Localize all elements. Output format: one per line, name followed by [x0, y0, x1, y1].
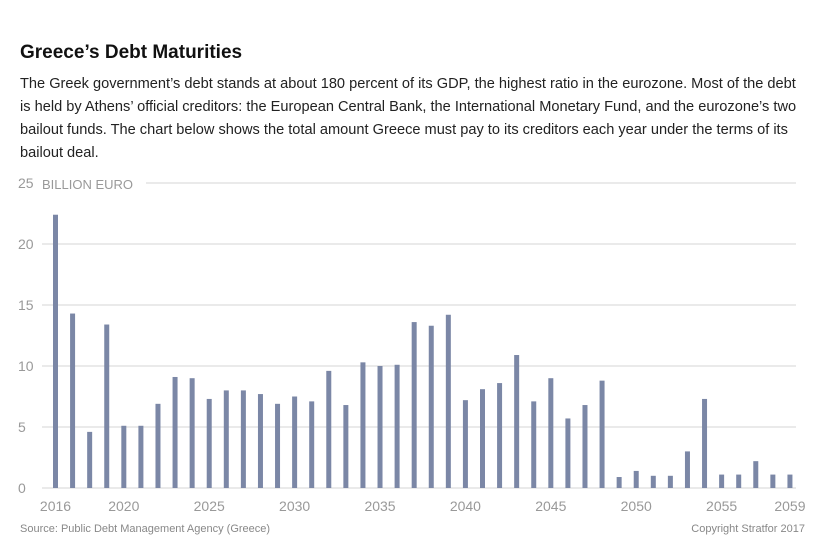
bar-2042 — [497, 383, 503, 488]
x-tick-label: 2020 — [108, 498, 139, 514]
bar-2019 — [104, 324, 110, 488]
copyright-note: Copyright Stratfor 2017 — [691, 523, 805, 535]
bar-2030 — [292, 396, 298, 488]
bar-2054 — [702, 398, 708, 488]
y-tick-label: 5 — [18, 419, 26, 435]
bar-2028 — [257, 394, 263, 488]
bar-2035 — [377, 366, 383, 488]
bar-2040 — [462, 400, 468, 488]
bar-2055 — [719, 474, 725, 488]
x-tick-label: 2059 — [774, 498, 805, 514]
bar-2048 — [599, 380, 605, 488]
y-axis-ticks: 0 5 10 15 20 25 — [18, 175, 34, 496]
x-tick-label: 2050 — [621, 498, 652, 514]
chart-title: Greece’s Debt Maturities — [20, 42, 243, 63]
x-tick-label: 2025 — [194, 498, 225, 514]
y-tick-label: 0 — [18, 480, 26, 496]
bar-2057 — [753, 461, 759, 488]
bar-2058 — [770, 474, 776, 488]
bar-2032 — [326, 370, 332, 488]
y-tick-label: 10 — [18, 358, 34, 374]
bar-2033 — [343, 405, 349, 488]
y-tick-label: 25 — [18, 175, 34, 191]
y-axis-label: BILLION EURO — [42, 177, 133, 192]
x-tick-label: 2055 — [706, 498, 737, 514]
bar-2038 — [428, 325, 434, 488]
bar-2047 — [582, 405, 588, 488]
source-note: Source: Public Debt Management Agency (G… — [20, 523, 271, 535]
bar-2059 — [787, 474, 793, 488]
bar-2053 — [684, 451, 690, 488]
bar-2017 — [70, 313, 76, 488]
bar-2029 — [275, 403, 281, 488]
gridlines — [42, 182, 796, 489]
bar-2056 — [736, 474, 742, 488]
bar-2022 — [155, 403, 161, 488]
bar-2020 — [121, 425, 127, 488]
bar-2027 — [240, 390, 246, 488]
bar-2044 — [531, 401, 537, 488]
x-tick-label: 2016 — [40, 498, 71, 514]
bar-2050 — [633, 470, 639, 488]
bar-2046 — [565, 418, 571, 488]
bar-2049 — [616, 477, 622, 488]
x-tick-label: 2040 — [450, 498, 481, 514]
bars — [53, 214, 793, 488]
bar-2039 — [445, 314, 451, 488]
bar-2023 — [172, 376, 178, 488]
bar-2018 — [87, 431, 93, 488]
bar-2051 — [650, 475, 656, 488]
bar-2026 — [223, 390, 229, 488]
bar-2031 — [309, 401, 315, 488]
bar-2043 — [514, 355, 520, 488]
x-tick-label: 2035 — [364, 498, 395, 514]
bar-2036 — [394, 364, 400, 488]
x-tick-label: 2030 — [279, 498, 310, 514]
chart-subtitle: The Greek government’s debt stands at ab… — [20, 76, 797, 161]
bar-2041 — [480, 389, 485, 488]
bar-2034 — [360, 362, 366, 488]
bar-2024 — [189, 378, 195, 488]
y-tick-label: 20 — [18, 236, 34, 252]
bar-2052 — [667, 475, 673, 488]
bar-2037 — [411, 322, 417, 488]
bar-2045 — [548, 378, 554, 488]
x-tick-label: 2045 — [535, 498, 566, 514]
y-tick-label: 15 — [18, 297, 34, 313]
bar-2025 — [206, 398, 212, 488]
bar-2021 — [138, 425, 144, 488]
bar-2016 — [53, 214, 58, 488]
x-axis-ticks: 2016 2020 2025 2030 2035 2040 2045 2050 2055 2059 — [40, 498, 806, 514]
